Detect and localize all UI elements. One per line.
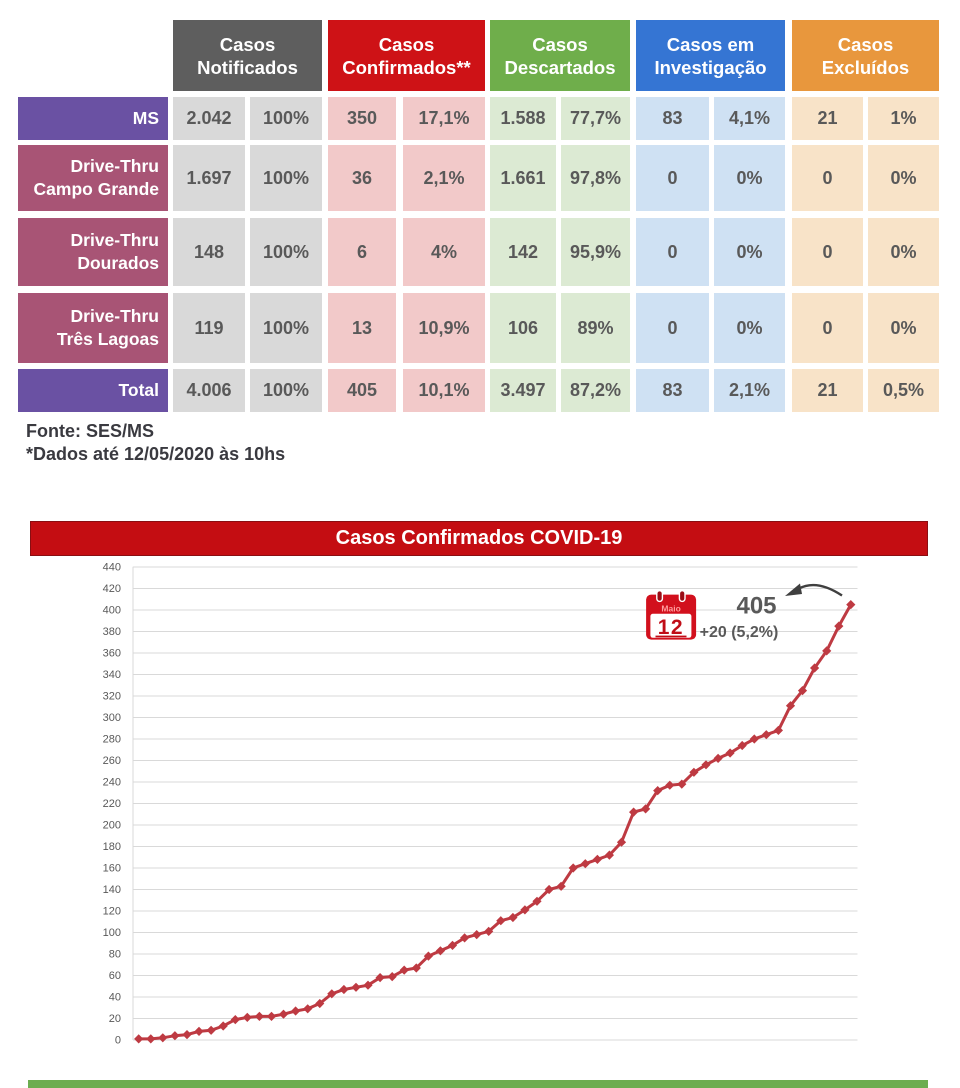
svg-text:440: 440	[103, 562, 121, 574]
svg-text:180: 180	[103, 841, 121, 853]
svg-text:360: 360	[103, 648, 121, 660]
svg-text:300: 300	[103, 712, 121, 724]
svg-text:160: 160	[103, 863, 121, 875]
svg-text:320: 320	[103, 691, 121, 703]
svg-text:340: 340	[103, 669, 121, 681]
svg-text:405: 405	[736, 593, 776, 620]
svg-text:260: 260	[103, 755, 121, 767]
svg-text:420: 420	[103, 583, 121, 595]
svg-text:+20 (5,2%): +20 (5,2%)	[700, 624, 779, 641]
svg-text:140: 140	[103, 884, 121, 896]
svg-text:Maio: Maio	[661, 604, 680, 614]
svg-text:12: 12	[658, 616, 684, 639]
svg-text:0: 0	[115, 1035, 121, 1047]
svg-text:380: 380	[103, 626, 121, 638]
svg-text:200: 200	[103, 820, 121, 832]
svg-text:60: 60	[109, 970, 121, 982]
svg-text:40: 40	[109, 992, 121, 1004]
svg-text:240: 240	[103, 777, 121, 789]
svg-text:400: 400	[103, 605, 121, 617]
svg-text:20: 20	[109, 1013, 121, 1025]
svg-text:80: 80	[109, 949, 121, 961]
svg-text:100: 100	[103, 927, 121, 939]
svg-text:280: 280	[103, 734, 121, 746]
svg-text:120: 120	[103, 906, 121, 918]
svg-text:220: 220	[103, 798, 121, 810]
